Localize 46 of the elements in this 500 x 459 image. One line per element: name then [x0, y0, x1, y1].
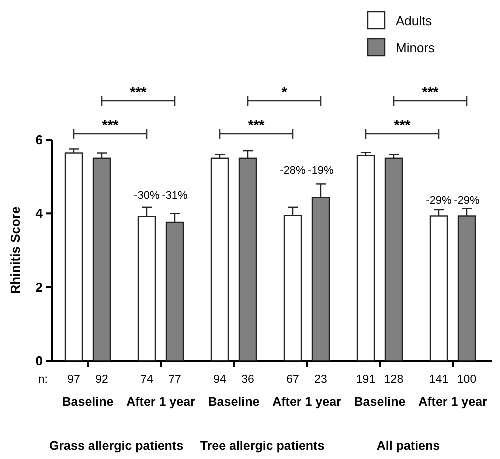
y-tick-label: 4: [36, 206, 44, 222]
annotation: -29%: [454, 195, 480, 207]
text: 100: [457, 374, 477, 386]
annotation: -19%: [308, 165, 334, 177]
text: 77: [168, 374, 182, 386]
annotation: -28%: [280, 165, 306, 177]
text: 92: [96, 374, 108, 386]
text: Tree allergic patients: [200, 439, 325, 453]
text: 36: [242, 374, 254, 386]
x-tick-label: Baseline: [208, 395, 260, 409]
annotation: -31%: [162, 190, 188, 202]
text: ***: [422, 84, 440, 100]
bar: [356, 155, 376, 362]
text: All patiens: [376, 439, 440, 453]
y-tick-label: 2: [36, 280, 43, 295]
x-tick-label: After 1 year: [272, 395, 342, 409]
annotation: -29%: [426, 195, 452, 207]
y-tick-label: 0: [36, 354, 43, 369]
text: n:: [38, 374, 48, 386]
text: ***: [248, 117, 266, 133]
text: 97: [68, 374, 80, 386]
x-tick-label: After 1 year: [418, 395, 488, 409]
x-tick-label: Baseline: [62, 395, 114, 409]
text: 23: [314, 374, 328, 386]
text: 94: [214, 374, 227, 386]
text: ***: [102, 117, 120, 133]
y-tick-label: 6: [36, 132, 43, 148]
text: *: [282, 84, 288, 100]
legend-label: Adults: [396, 14, 433, 29]
annotation: -30%: [134, 190, 160, 202]
text: 128: [384, 374, 404, 386]
text: 141: [429, 374, 449, 386]
text: Grass allergic patients: [49, 439, 184, 453]
text: ***: [130, 84, 148, 100]
text: 74: [140, 374, 154, 386]
text: 67: [286, 374, 300, 386]
bar: [92, 158, 112, 362]
text: ***: [394, 117, 412, 133]
bar: [210, 158, 230, 362]
text: 191: [356, 374, 376, 386]
bar: [384, 158, 404, 362]
x-tick-label: Baseline: [354, 395, 406, 409]
bar: [64, 152, 84, 362]
y-axis-title: Rhinitis Score: [8, 206, 23, 294]
x-tick-label: After 1 year: [126, 395, 196, 409]
legend-label: Minors: [396, 40, 436, 56]
